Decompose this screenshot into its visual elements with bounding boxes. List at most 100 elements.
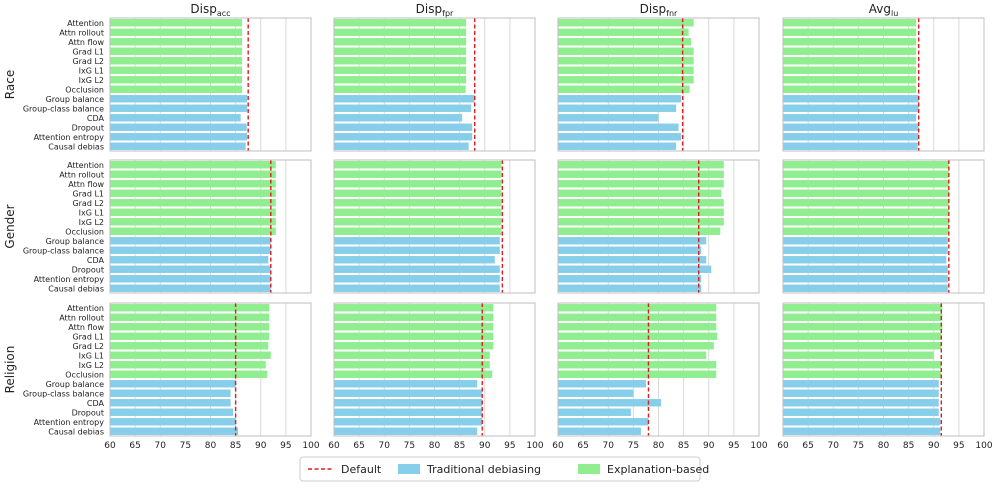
bar-religion-fnr-4: [558, 342, 714, 350]
bar-religion-lu-11: [783, 408, 939, 416]
category-label: Group-class balance: [23, 389, 104, 398]
legend-label: Default: [341, 463, 382, 476]
bar-race-lu-1: [783, 28, 917, 36]
bar-religion-acc-2: [110, 323, 270, 331]
x-tick-label: 85: [678, 441, 689, 451]
x-tick-label: 65: [129, 441, 140, 451]
bar-gender-acc-13: [110, 284, 271, 292]
bar-religion-lu-12: [783, 418, 941, 426]
bar-religion-acc-6: [110, 361, 266, 369]
bar-race-acc-11: [110, 123, 247, 131]
bar-religion-acc-9: [110, 389, 231, 397]
panel-religion-fpr: [333, 302, 536, 437]
panel-frame: [782, 159, 985, 294]
bar-gender-lu-3: [783, 189, 949, 197]
category-label: Causal debias: [48, 427, 104, 436]
bar-gender-acc-3: [110, 189, 276, 197]
bar-race-fpr-1: [334, 28, 467, 36]
bar-gender-lu-12: [783, 275, 948, 283]
panel-race-lu: [782, 17, 985, 152]
x-tick-label: 80: [653, 441, 665, 451]
bar-race-acc-6: [110, 76, 243, 84]
category-label: Occlusion: [65, 370, 104, 379]
x-tick-label: 70: [155, 441, 167, 451]
category-label: Grad L1: [72, 332, 104, 341]
x-tick-label: 65: [577, 441, 588, 451]
panel-frame: [333, 17, 536, 152]
bar-race-acc-8: [110, 95, 248, 103]
bar-race-fpr-8: [334, 95, 475, 103]
category-label: Occlusion: [65, 227, 104, 236]
x-tick-label: 80: [205, 441, 217, 451]
bar-race-lu-10: [783, 114, 917, 122]
bar-religion-fnr-3: [558, 332, 718, 340]
bar-gender-acc-0: [110, 161, 276, 169]
bar-gender-lu-13: [783, 284, 948, 292]
category-label: Dropout: [72, 123, 104, 132]
bar-race-fpr-4: [334, 57, 467, 65]
row-title: Gender: [3, 204, 17, 248]
x-tick-label: 75: [404, 441, 415, 451]
bar-religion-fpr-10: [334, 399, 483, 407]
x-tick-label: 85: [230, 441, 241, 451]
panel-frame: [557, 159, 760, 294]
bar-religion-fnr-0: [558, 304, 717, 312]
bar-gender-acc-12: [110, 275, 271, 283]
bar-gender-lu-5: [783, 208, 949, 216]
bar-gender-fpr-0: [334, 161, 502, 169]
bar-gender-lu-4: [783, 199, 949, 207]
bar-religion-fnr-11: [558, 408, 631, 416]
bar-race-lu-12: [783, 133, 919, 141]
legend-label: Traditional debiasing: [426, 463, 541, 476]
bar-religion-acc-13: [110, 427, 239, 435]
bar-race-fpr-2: [334, 38, 467, 46]
category-label: IxG L1: [79, 66, 104, 75]
bar-gender-fpr-10: [334, 256, 495, 264]
x-tick-label: 65: [353, 441, 364, 451]
bar-religion-fpr-0: [334, 304, 494, 312]
bar-religion-fnr-13: [558, 427, 641, 435]
bar-religion-lu-10: [783, 399, 939, 407]
bar-gender-lu-7: [783, 227, 949, 235]
bar-race-fpr-10: [334, 114, 463, 122]
panel-race-fnr: [557, 17, 760, 152]
bar-race-fpr-7: [334, 85, 466, 93]
bar-gender-acc-1: [110, 170, 276, 178]
bar-religion-acc-5: [110, 351, 271, 359]
bar-gender-acc-11: [110, 265, 271, 273]
bar-gender-fnr-9: [558, 246, 702, 254]
x-tick-label: 90: [928, 441, 940, 451]
category-label: Group balance: [46, 95, 104, 104]
bar-religion-fpr-11: [334, 408, 483, 416]
bar-gender-fpr-3: [334, 189, 502, 197]
category-label: Attention entropy: [34, 275, 105, 284]
bar-race-acc-3: [110, 47, 243, 55]
bar-race-fpr-12: [334, 133, 473, 141]
x-tick-label: 85: [454, 441, 465, 451]
bar-religion-acc-10: [110, 399, 231, 407]
x-tick-label: 100: [302, 441, 319, 451]
panel-gender-fpr: [333, 159, 536, 294]
category-label: IxG L1: [79, 208, 104, 217]
bar-race-lu-9: [783, 104, 919, 112]
bar-gender-fnr-1: [558, 170, 724, 178]
bar-gender-fnr-11: [558, 265, 712, 273]
row-title: Race: [3, 70, 17, 99]
bar-gender-fpr-12: [334, 275, 500, 283]
bar-race-acc-13: [110, 142, 246, 150]
x-tick-label: 95: [280, 441, 291, 451]
x-tick-label: 95: [953, 441, 964, 451]
x-tick-label: 95: [728, 441, 739, 451]
x-tick-label: 90: [703, 441, 715, 451]
panel-frame: [782, 302, 985, 437]
panels-layer: [109, 17, 985, 437]
category-label: Attention: [67, 304, 104, 313]
bar-gender-fpr-8: [334, 237, 500, 245]
category-label: Grad L2: [72, 57, 104, 66]
bar-religion-acc-0: [110, 304, 270, 312]
category-label: Grad L2: [72, 199, 104, 208]
x-tick-label: 60: [104, 441, 116, 451]
bar-gender-acc-10: [110, 256, 269, 264]
bar-race-fnr-1: [558, 28, 689, 36]
